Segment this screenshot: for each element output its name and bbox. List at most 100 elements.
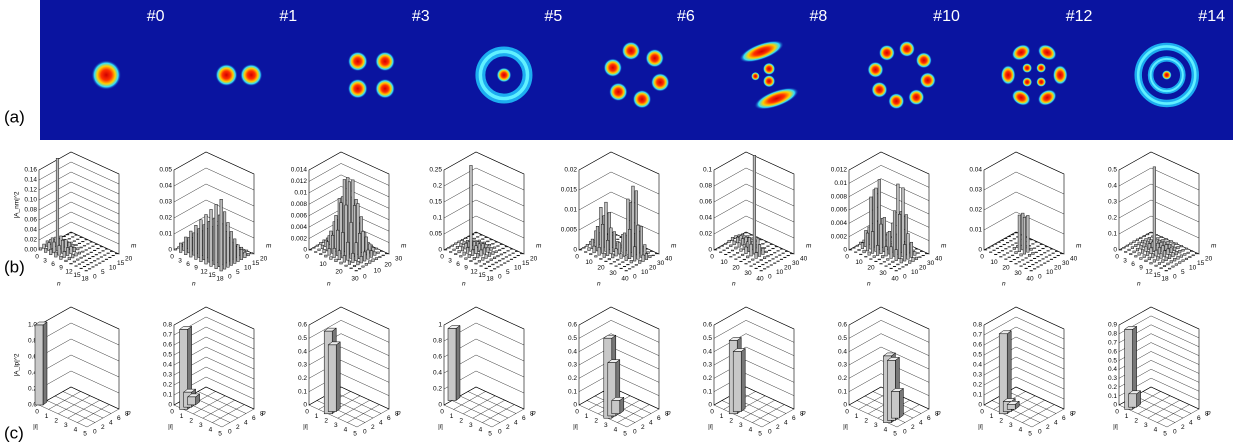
x-tick-label: 3 [1144, 422, 1148, 429]
distribution-bar [1128, 249, 1131, 250]
x-tick-label: 5 [83, 431, 87, 438]
distribution-bar [1155, 250, 1158, 256]
distribution-bar [849, 250, 852, 251]
distribution-bar [760, 239, 763, 240]
distribution-bar [897, 264, 900, 265]
z-tick-label: 0.2 [163, 382, 172, 389]
z-tick-label: 0.006 [831, 207, 848, 214]
distribution-bar [1175, 251, 1178, 255]
distribution-bar [355, 243, 358, 261]
x-tick-label: 1 [180, 413, 184, 420]
distribution-bar [719, 252, 722, 253]
y-tick-label: 30 [792, 260, 800, 267]
distribution-bar [1033, 269, 1036, 270]
distribution-bar [1023, 264, 1026, 265]
z-tick-label: 0.4 [298, 348, 307, 355]
distribution-bar [1146, 234, 1149, 235]
distribution-bar [318, 249, 321, 251]
distribution-bar [500, 254, 503, 255]
distribution-bar [71, 254, 74, 257]
x-tick-label: 0 [845, 409, 849, 416]
distribution-bar [870, 259, 873, 260]
distribution-bar [1015, 252, 1018, 254]
distribution-bar [1168, 255, 1171, 259]
intensity-lobe [497, 68, 512, 83]
distribution-bar [485, 237, 488, 238]
distribution-bar [714, 250, 717, 251]
z-tick-label: 0.008 [831, 193, 848, 200]
distribution-bar [902, 267, 905, 268]
distribution-bar [1020, 254, 1023, 256]
y-axis-label: m [671, 243, 677, 250]
z-tick-label: 0.03 [159, 199, 172, 206]
z-tick-label: 0.15 [429, 199, 442, 206]
distribution-bar [1028, 254, 1031, 256]
distribution-bar [642, 255, 645, 261]
distribution-bar [492, 243, 495, 244]
distribution-bar [1018, 262, 1021, 263]
distribution-bar [460, 256, 463, 258]
x-tick-label: 0 [845, 254, 849, 261]
distribution-bar [88, 269, 91, 270]
mode-label: #3 [412, 8, 430, 25]
y-tick-label: 10 [374, 268, 382, 275]
y-tick-label: 6 [657, 415, 661, 422]
x-tick-label: 2 [999, 418, 1003, 425]
y-tick-label: 10 [776, 269, 784, 276]
y-tick-label: 0 [363, 274, 367, 281]
distribution-bar [790, 253, 793, 254]
x-tick-label: 4 [749, 426, 753, 433]
z-tick-label: 0.2 [298, 375, 307, 382]
z-tick-label: 0.2 [838, 375, 847, 382]
distribution-bar [1153, 167, 1156, 252]
distribution-bar [763, 257, 766, 259]
distribution-bar [618, 264, 621, 265]
distribution-bar [1177, 256, 1180, 259]
y-tick-label: 5 [506, 269, 510, 276]
distribution-bar [866, 233, 869, 251]
distribution-bar [1060, 253, 1063, 254]
z-tick-label: 0.6 [568, 322, 577, 329]
distribution-bar [593, 246, 596, 253]
intensity-lobe [91, 60, 121, 90]
z-tick-label: 0 [1113, 247, 1117, 254]
distribution-bar [490, 247, 493, 250]
distribution-bar [1185, 258, 1188, 259]
distribution-bar [750, 266, 753, 267]
y-tick-label: 4 [649, 420, 653, 427]
distribution-bar [1037, 256, 1040, 257]
distribution-bar [458, 250, 461, 252]
z-tick-label: 0.2 [433, 386, 442, 393]
intensity-lobe [633, 90, 652, 109]
distribution-bar [520, 253, 523, 254]
distribution-bar [871, 232, 874, 254]
distribution-bar [100, 257, 103, 258]
y-tick-label: 0 [633, 429, 637, 436]
distribution-bar [893, 266, 896, 267]
y-tick-label: 5 [1181, 269, 1185, 276]
z-tick-label: 0 [978, 402, 982, 409]
distribution-bar [858, 249, 861, 250]
distribution-bar [365, 263, 368, 265]
x-tick-label: 18 [81, 276, 89, 283]
distribution-bar [1182, 260, 1185, 262]
distribution-bar [920, 251, 923, 252]
distribution-bar [1003, 244, 1006, 245]
distribution-bar [66, 234, 69, 235]
distribution-bar [865, 256, 868, 257]
distribution-bar [1189, 256, 1192, 257]
bar-front [612, 400, 620, 413]
distribution-bar [598, 247, 601, 255]
distribution-bar [1192, 255, 1195, 256]
distribution-bar [357, 261, 360, 265]
distribution-bar [762, 264, 765, 265]
x-tick-label: 0 [575, 409, 579, 416]
distribution-bar [73, 247, 76, 252]
distribution-bar [343, 256, 346, 263]
distribution-bar [97, 248, 100, 249]
distribution-bar [630, 260, 633, 263]
y-tick-label: 2 [1046, 424, 1050, 431]
y-axis-label: m [266, 243, 272, 250]
z-tick-label: 0.4 [973, 362, 982, 369]
distribution-bar [338, 251, 341, 260]
